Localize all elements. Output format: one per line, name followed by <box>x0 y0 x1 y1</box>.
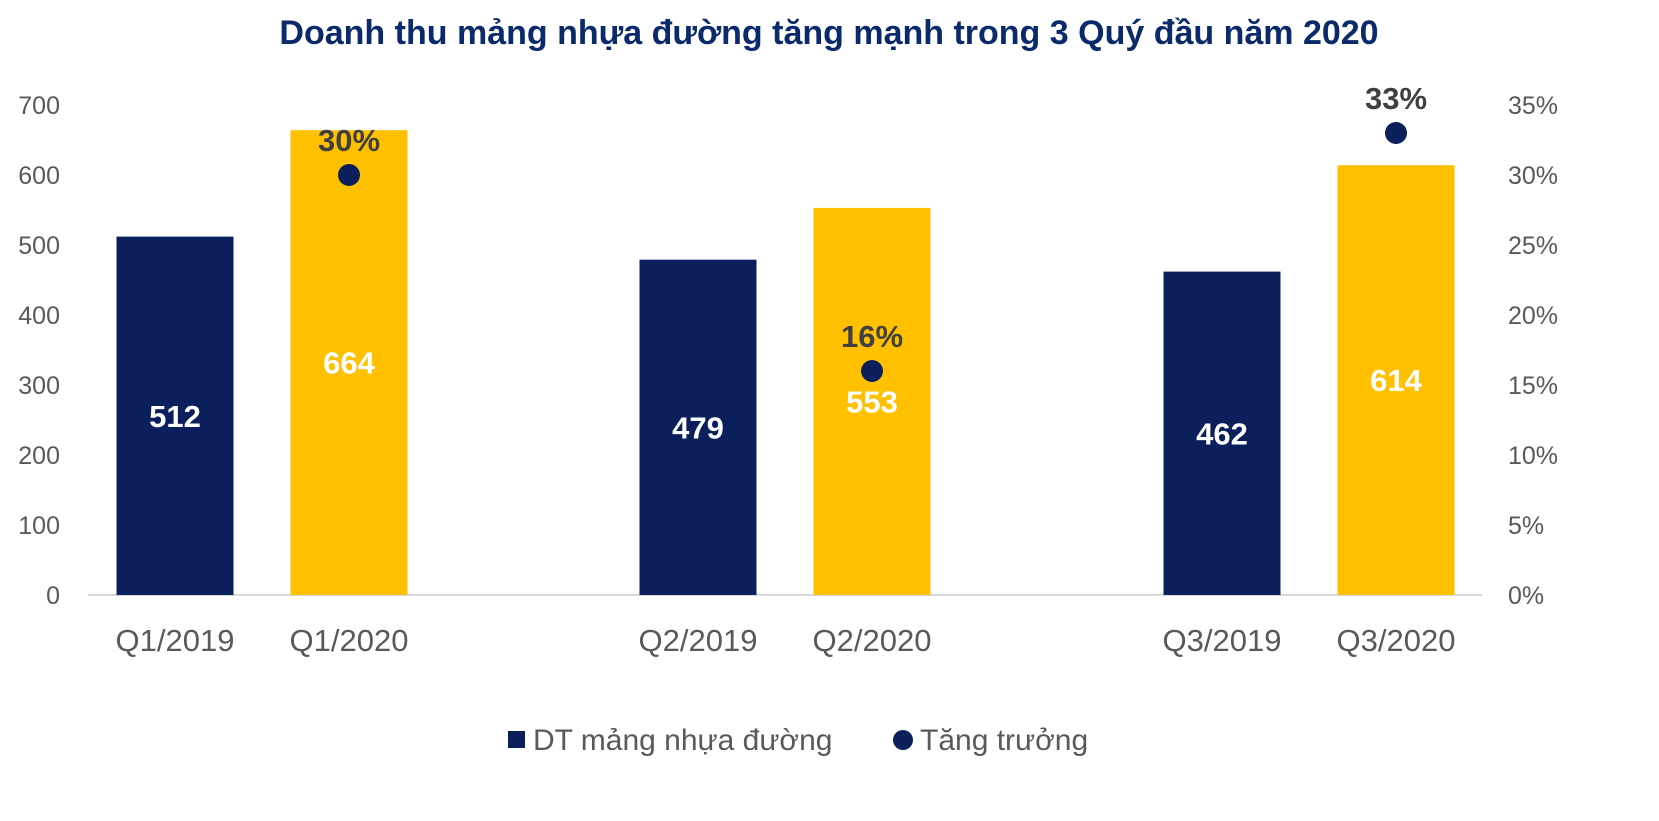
left-tick-label: 700 <box>18 92 60 120</box>
x-tick-label: Q1/2019 <box>116 623 235 658</box>
legend-circle-marker <box>893 730 913 750</box>
bar-value-label: 462 <box>1196 416 1248 451</box>
bar-q3-2020 <box>1337 165 1455 595</box>
right-axis: 0% 5% 10% 15% 20% 25% 30% 35% <box>1508 92 1558 610</box>
legend: DT mảng nhựa đường Tăng trưởng <box>508 724 1088 757</box>
right-tick-label: 10% <box>1508 442 1558 470</box>
right-tick-label: 25% <box>1508 232 1558 260</box>
growth-point <box>338 164 360 186</box>
bar-value-label: 614 <box>1370 363 1422 398</box>
bar-value-label: 664 <box>323 346 375 381</box>
right-tick-label: 35% <box>1508 92 1558 120</box>
right-tick-label: 30% <box>1508 162 1558 190</box>
x-axis-labels: Q1/2019 Q1/2020 Q2/2019 Q2/2020 Q3/2019 Q3/20… <box>116 623 1456 658</box>
growth-point <box>861 360 883 382</box>
growth-label: 30% <box>318 123 380 158</box>
left-axis: 0 100 200 300 400 500 600 700 <box>18 92 60 610</box>
bar-value-label: 553 <box>846 384 898 419</box>
growth-series: 30% 16% 33% <box>318 81 1427 382</box>
legend-growth-label: Tăng trưởng <box>920 724 1088 757</box>
chart-title: Doanh thu mảng nhựa đường tăng mạnh tron… <box>279 14 1378 52</box>
left-tick-label: 300 <box>18 372 60 400</box>
left-tick-label: 500 <box>18 232 60 260</box>
left-tick-label: 0 <box>46 582 60 610</box>
growth-label: 16% <box>841 319 903 354</box>
right-tick-label: 5% <box>1508 512 1544 540</box>
bar-q1-2019 <box>116 236 234 595</box>
bar-series: 512 664 479 553 462 614 <box>116 130 1455 595</box>
right-tick-label: 20% <box>1508 302 1558 330</box>
x-tick-label: Q3/2020 <box>1337 623 1456 658</box>
bar-q1-2020 <box>290 130 408 595</box>
x-tick-label: Q3/2019 <box>1163 623 1282 658</box>
left-tick-label: 200 <box>18 442 60 470</box>
bar-q3-2019 <box>1163 271 1281 595</box>
bar-q2-2020 <box>813 207 931 595</box>
legend-square-marker <box>508 731 525 748</box>
growth-label: 33% <box>1365 81 1427 116</box>
growth-point <box>1385 122 1407 144</box>
bar-q2-2019 <box>639 259 757 595</box>
bar-value-label: 512 <box>149 399 201 434</box>
left-tick-label: 100 <box>18 512 60 540</box>
right-tick-label: 15% <box>1508 372 1558 400</box>
x-tick-label: Q2/2019 <box>639 623 758 658</box>
legend-bars-label: DT mảng nhựa đường <box>533 724 832 757</box>
bar-value-label: 479 <box>672 410 724 445</box>
left-tick-label: 600 <box>18 162 60 190</box>
x-tick-label: Q2/2020 <box>813 623 932 658</box>
left-tick-label: 400 <box>18 302 60 330</box>
x-tick-label: Q1/2020 <box>290 623 409 658</box>
right-tick-label: 0% <box>1508 582 1544 610</box>
